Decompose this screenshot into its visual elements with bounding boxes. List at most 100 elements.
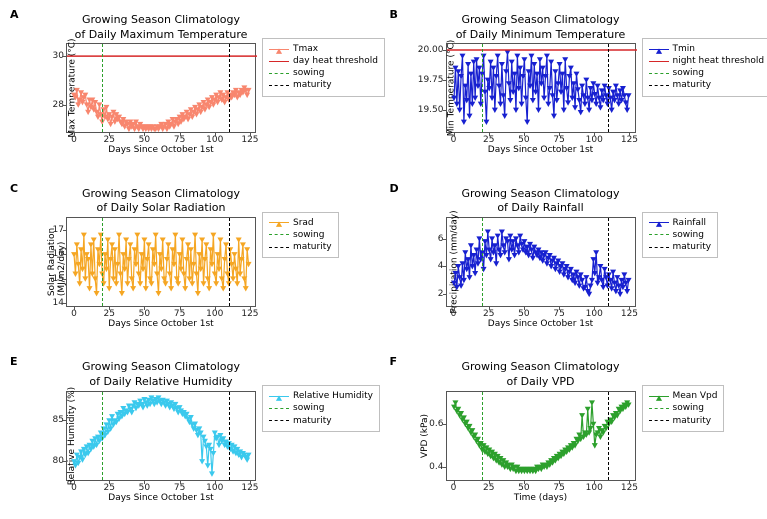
x-axis-label: Days Since October 1st	[488, 145, 593, 155]
legend: Tmaxday heat thresholdsowingmaturity	[262, 38, 385, 97]
legend: Mean Vpdsowingmaturity	[642, 385, 725, 431]
chart-title-line1: Growing Season Climatology	[66, 188, 256, 201]
legend-marker-icon	[655, 43, 662, 55]
legend-label: Rainfall	[673, 217, 706, 229]
axes: Precipitation (mm/day)Days Since October…	[446, 217, 636, 307]
legend: Relative Humiditysowingmaturity	[262, 385, 380, 431]
legend-row: maturity	[649, 79, 765, 91]
panel-letter: C	[10, 182, 18, 195]
chart-title-line2: of Daily Solar Radiation	[66, 202, 256, 215]
legend-swatch	[269, 234, 289, 235]
plot-area: Growing Season Climatology of Daily Relat…	[66, 361, 256, 480]
plot-area: Growing Season Climatologyof Daily VPDVP…	[446, 361, 636, 480]
legend-row: sowing	[269, 402, 373, 414]
legend-swatch	[649, 49, 669, 50]
legend-marker-icon	[276, 43, 283, 55]
chart-title-line2: of Daily Maximum Temperature	[66, 29, 256, 42]
legend-swatch	[649, 247, 669, 248]
legend-marker-icon	[276, 391, 283, 403]
legend-label: sowing	[673, 229, 704, 241]
chart-title-line2: of Daily Relative Humidity	[66, 376, 256, 389]
panel-letter: A	[10, 8, 19, 21]
panel-e: E Growing Season Climatology of Daily Rela…	[10, 355, 378, 509]
x-axis-label: Days Since October 1st	[488, 319, 593, 329]
legend-marker-icon	[276, 217, 283, 229]
legend-row: sowing	[649, 67, 765, 79]
legend-swatch	[269, 408, 289, 409]
panel-c: C Growing Season Climatologyof Daily Sola…	[10, 182, 378, 336]
legend-swatch	[649, 234, 669, 235]
maturity-line	[608, 218, 609, 306]
legend-swatch	[649, 222, 669, 223]
chart-title-line1: Growing Season Climatology	[446, 188, 636, 201]
legend-row: day heat threshold	[269, 55, 378, 67]
figure-grid: A Growing Season Climatology of Daily Maxi…	[0, 0, 767, 519]
panel-letter: F	[390, 355, 398, 368]
legend-row: Tmax	[269, 43, 378, 55]
sowing-line	[102, 218, 103, 306]
legend-row: maturity	[269, 79, 378, 91]
legend-label: maturity	[673, 79, 712, 91]
legend-row: sowing	[269, 67, 378, 79]
maturity-line	[229, 218, 230, 306]
legend-swatch	[269, 73, 289, 74]
legend-label: sowing	[673, 67, 704, 79]
maturity-line	[608, 392, 609, 480]
legend-swatch	[269, 222, 289, 223]
chart-title-line1: Growing Season Climatology	[66, 361, 256, 374]
plot-area: Growing Season Climatology of Daily Maxim…	[66, 14, 256, 133]
chart-title-line1: Growing Season Climatology	[446, 361, 636, 374]
legend-swatch	[649, 85, 669, 86]
x-axis-label: Days Since October 1st	[108, 493, 213, 503]
sowing-line	[482, 218, 483, 306]
maturity-line	[229, 392, 230, 480]
axes: Max Temperature (°C)Days Since October 1…	[66, 43, 256, 133]
legend-row: maturity	[649, 415, 718, 427]
panel-letter: E	[10, 355, 18, 368]
chart-title-line1: Growing Season Climatology	[66, 14, 256, 27]
legend-label: maturity	[673, 241, 712, 253]
axes: Relative Humidity (%)Days Since October …	[66, 391, 256, 481]
legend-marker-icon	[655, 391, 662, 403]
panel-d: DGrowing Season Climatologyof Daily Rain…	[390, 182, 758, 336]
legend-label: Tmax	[293, 43, 318, 55]
legend-label: sowing	[293, 229, 324, 241]
plot-area: Growing Season Climatologyof Daily Solar…	[66, 188, 256, 307]
legend-swatch	[269, 61, 289, 62]
legend-swatch	[269, 396, 289, 397]
legend-swatch	[269, 85, 289, 86]
legend-swatch	[649, 61, 669, 62]
sowing-line	[102, 392, 103, 480]
legend-swatch	[649, 408, 669, 409]
legend-marker-icon	[655, 217, 662, 229]
legend-label: Srad	[293, 217, 314, 229]
legend-swatch	[269, 247, 289, 248]
legend-row: maturity	[269, 415, 373, 427]
legend-swatch	[649, 396, 669, 397]
legend-label: maturity	[673, 415, 712, 427]
legend-swatch	[649, 73, 669, 74]
chart-title-line2: of Daily VPD	[446, 376, 636, 389]
legend-label: sowing	[293, 67, 324, 79]
legend-row: Mean Vpd	[649, 390, 718, 402]
legend-row: sowing	[649, 402, 718, 414]
legend: Sradsowingmaturity	[262, 212, 339, 258]
y-axis-label: VPD (kPa)	[420, 414, 430, 458]
legend-row: sowing	[269, 229, 332, 241]
sowing-line	[102, 44, 103, 132]
legend-label: Relative Humidity	[293, 390, 373, 402]
legend: Rainfallsowingmaturity	[642, 212, 719, 258]
panel-a: A Growing Season Climatology of Daily Maxi…	[10, 8, 378, 162]
x-axis-label: Days Since October 1st	[108, 319, 213, 329]
legend-label: day heat threshold	[293, 55, 378, 67]
legend-label: maturity	[293, 79, 332, 91]
legend-row: Tmin	[649, 43, 765, 55]
legend-row: maturity	[269, 241, 332, 253]
legend-label: sowing	[673, 402, 704, 414]
chart-title-line2: of Daily Minimum Temperature	[446, 29, 636, 42]
legend-label: maturity	[293, 241, 332, 253]
legend: Tminnight heat thresholdsowingmaturity	[642, 38, 767, 97]
legend-swatch	[649, 420, 669, 421]
legend-label: night heat threshold	[673, 55, 765, 67]
maturity-line	[608, 44, 609, 132]
